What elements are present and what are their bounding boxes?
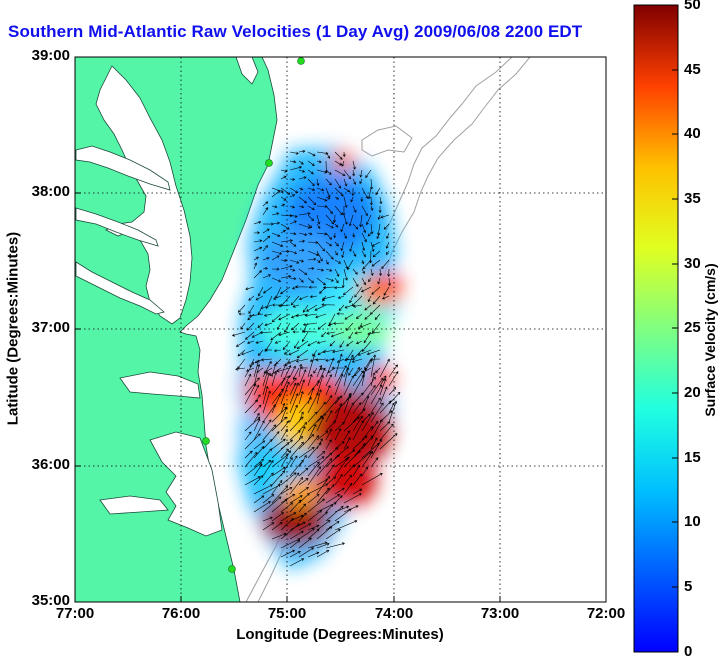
colorbar-label: Surface Velocity (cm/s) (702, 263, 718, 417)
colorbar-tick-label: 0 (684, 643, 693, 660)
bathymetry-contour (361, 125, 413, 157)
station-marker (297, 57, 305, 65)
x-tick-label: 75:00 (267, 605, 307, 622)
colorbar-ticks (672, 69, 678, 588)
x-tick-label: 74:00 (374, 605, 414, 622)
delaware-bay (235, 57, 259, 85)
colorbar-tick-label: 10 (684, 513, 701, 530)
albemarle-sound (119, 371, 201, 399)
axis-ticks (75, 192, 501, 602)
x-tick-label: 73:00 (480, 605, 520, 622)
vector-arrows (231, 149, 401, 567)
velocity-vectors (231, 149, 401, 567)
station-marker (228, 565, 236, 573)
colorbar-tick-label: 5 (684, 578, 693, 595)
colorbar-tick-label: 50 (684, 0, 701, 13)
y-tick-label: 35:00 (31, 592, 70, 609)
potomac-river (75, 145, 171, 191)
map-gridlines (75, 57, 606, 602)
station-marker (265, 159, 273, 167)
colorbar-tick-label: 45 (684, 61, 701, 78)
x-tick-label: 77:00 (55, 605, 95, 622)
pamlico-river (99, 495, 169, 515)
x-axis-label: Longitude (Degrees:Minutes) (236, 626, 444, 643)
y-axis-label: Latitude (Degrees:Minutes) (4, 231, 22, 426)
y-tick-label: 39:00 (31, 47, 70, 64)
colorbar-tick-label: 40 (684, 125, 701, 142)
james-river (75, 261, 165, 315)
x-tick-label: 72:00 (586, 605, 626, 622)
y-tick-label: 38:00 (31, 183, 70, 200)
colorbar-tick-label: 25 (684, 319, 701, 336)
y-tick-label: 36:00 (31, 456, 70, 473)
colorbar-tick-label: 35 (684, 190, 701, 207)
y-tick-label: 37:00 (31, 319, 70, 336)
colorbar-tick-label: 20 (684, 384, 701, 401)
york-river (75, 207, 159, 247)
station-marker (202, 437, 210, 445)
colorbar-tick-label: 15 (684, 449, 701, 466)
colorbar (633, 4, 679, 653)
colorbar-tick-label: 30 (684, 255, 701, 272)
pamlico-sound (149, 431, 223, 537)
x-tick-label: 76:00 (161, 605, 201, 622)
map-title: Southern Mid-Atlantic Raw Velocities (1 … (8, 22, 583, 41)
